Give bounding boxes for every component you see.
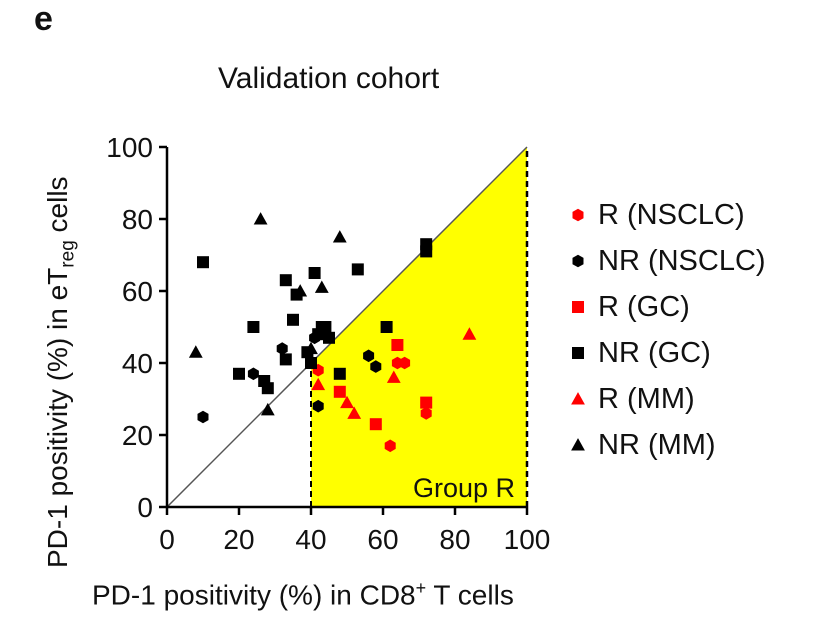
point-r-mm xyxy=(347,406,362,419)
point-r-gc xyxy=(369,418,382,431)
legend-item: NR (MM) xyxy=(566,422,766,468)
point-r-nsclc xyxy=(399,356,411,370)
point-nr-gc xyxy=(247,321,260,333)
point-nr-gc xyxy=(420,245,433,258)
legend-label: NR (GC) xyxy=(598,336,711,369)
point-nr-gc xyxy=(305,357,317,369)
legend-item: R (MM) xyxy=(566,376,766,422)
legend-marker xyxy=(571,438,585,451)
group-r-label: Group R xyxy=(413,473,515,503)
point-nr-nsclc xyxy=(370,360,382,373)
point-r-mm xyxy=(386,370,401,383)
y-tick-label: 0 xyxy=(137,492,153,523)
point-r-mm xyxy=(462,327,477,340)
y-tick-label: 60 xyxy=(122,276,153,307)
legend-marker-shape xyxy=(571,438,585,451)
diagonal-line xyxy=(166,146,528,508)
x-tick-label: 60 xyxy=(367,524,398,555)
point-r-gc xyxy=(420,396,433,409)
point-r-mm xyxy=(340,395,354,409)
x-tick-label: 0 xyxy=(159,524,175,555)
point-nr-mm xyxy=(260,402,275,416)
point-nr-mm xyxy=(253,212,268,225)
legend-item: R (NSCLC) xyxy=(566,192,766,238)
point-nr-gc xyxy=(333,367,346,380)
point-nr-mm xyxy=(332,230,347,243)
legend-label: NR (MM) xyxy=(598,428,716,461)
point-nr-gc xyxy=(319,321,332,333)
point-nr-gc xyxy=(287,313,299,326)
x-axis-label: PD-1 positivity (%) in CD8+ T cells xyxy=(92,578,514,611)
point-nr-gc xyxy=(261,382,274,395)
data-points xyxy=(188,212,477,453)
point-nr-nsclc xyxy=(276,342,288,355)
point-nr-gc xyxy=(323,331,335,344)
legend-marker xyxy=(572,208,584,222)
x-tick-label: 80 xyxy=(439,524,470,555)
legend: R (NSCLC) NR (NSCLC) R (GC) NR (GC) R (M… xyxy=(566,192,766,468)
legend-marker-shape xyxy=(572,347,584,359)
legend-marker-shape xyxy=(571,392,585,405)
legend-label: NR (NSCLC) xyxy=(598,244,766,277)
y-tick-label: 80 xyxy=(122,204,153,235)
point-nr-mm xyxy=(188,345,203,358)
legend-item: NR (NSCLC) xyxy=(566,238,766,284)
x-tick-label: 100 xyxy=(504,524,551,555)
y-tick-label: 40 xyxy=(122,348,153,379)
legend-marker xyxy=(572,347,584,359)
legend-label: R (GC) xyxy=(598,290,690,323)
legend-marker-shape xyxy=(572,301,584,313)
point-nr-nsclc xyxy=(247,367,259,381)
point-nr-mm xyxy=(314,280,329,293)
panel-letter: e xyxy=(34,0,53,38)
point-nr-mm xyxy=(304,341,318,355)
legend-marker xyxy=(571,392,585,405)
point-r-nsclc xyxy=(420,407,432,420)
y-tick-label: 100 xyxy=(106,132,153,163)
point-nr-mm xyxy=(293,284,308,297)
point-nr-gc xyxy=(279,353,292,366)
legend-marker xyxy=(572,254,584,268)
point-nr-gc xyxy=(279,274,292,287)
point-r-mm xyxy=(311,377,326,391)
y-axis-label: PD-1 positivity (%) in eTreg cells xyxy=(42,176,79,568)
group-r-region: Group R xyxy=(166,146,529,508)
point-nr-nsclc xyxy=(363,349,375,363)
legend-marker-shape xyxy=(572,254,584,268)
point-nr-nsclc xyxy=(197,410,209,424)
legend-label: R (NSCLC) xyxy=(598,198,745,231)
point-r-gc xyxy=(333,385,346,398)
axes: 0 20 40 60 80 100 0 20 40 60 80 100 xyxy=(106,132,550,555)
legend-item: NR (GC) xyxy=(566,330,766,376)
point-nr-gc xyxy=(351,263,364,276)
point-nr-gc xyxy=(308,267,321,279)
legend-label: R (MM) xyxy=(598,382,695,415)
x-tick-label: 20 xyxy=(223,524,254,555)
y-tick-label: 20 xyxy=(122,420,153,451)
group-r-fill xyxy=(311,147,527,507)
point-r-nsclc xyxy=(384,439,396,453)
chart-title: Validation cohort xyxy=(218,62,440,95)
legend-item: R (GC) xyxy=(566,284,766,330)
point-nr-nsclc xyxy=(312,399,324,413)
point-r-gc xyxy=(391,339,404,351)
x-tick-label: 40 xyxy=(295,524,326,555)
point-nr-gc xyxy=(233,367,245,380)
legend-marker-shape xyxy=(572,208,584,222)
legend-marker xyxy=(572,301,584,313)
point-nr-gc xyxy=(380,321,393,333)
point-nr-gc xyxy=(197,256,209,269)
